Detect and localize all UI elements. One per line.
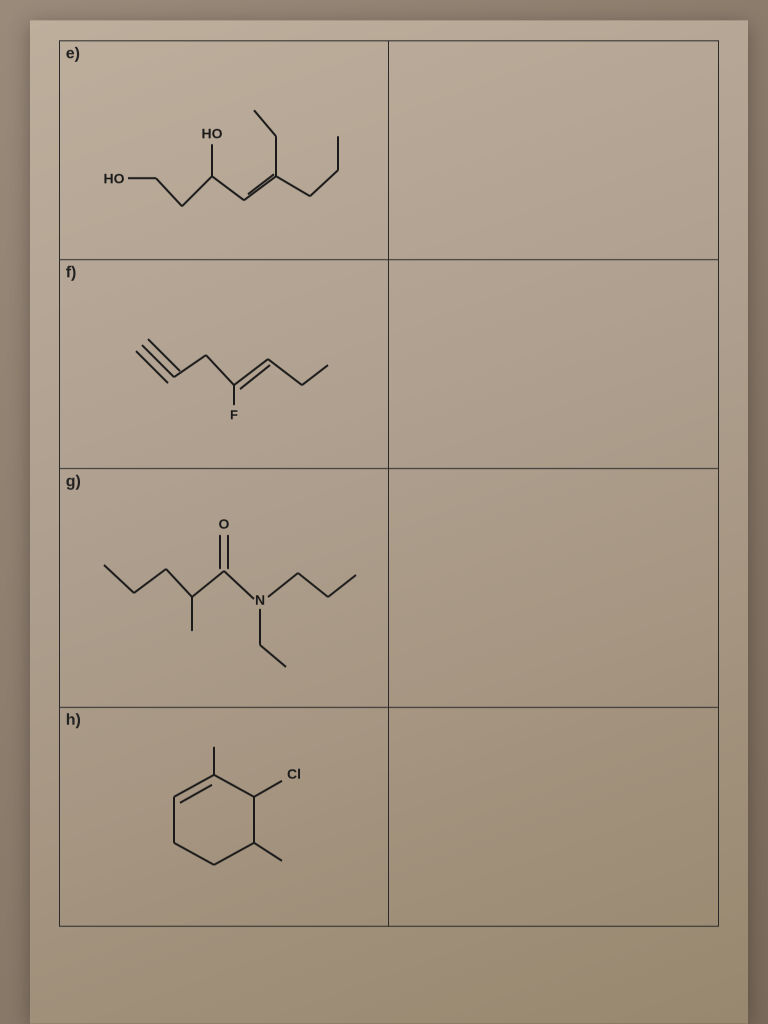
molecule-e-svg: HO HO — [94, 78, 354, 238]
molecule-e: HO HO — [66, 63, 383, 252]
molecule-h-svg: Cl — [124, 734, 324, 914]
table-row: g) O — [59, 469, 719, 708]
row-label-e: e) — [66, 45, 383, 63]
molecule-f: F — [66, 282, 383, 462]
row-label-f: f) — [66, 264, 383, 282]
molecule-h: Cl — [66, 730, 383, 919]
atom-ho-left: HO — [104, 170, 125, 186]
atom-n: N — [255, 591, 265, 607]
cell-h-left: h) — [59, 707, 389, 926]
worksheet-page: e) HO HO — [30, 20, 748, 1023]
table-row: f) F — [59, 260, 719, 469]
row-label-h: h) — [66, 712, 383, 730]
cell-g-right — [389, 469, 719, 708]
cell-h-right — [389, 707, 719, 926]
atom-ho-top: HO — [202, 125, 223, 141]
atom-f: F — [230, 407, 238, 422]
molecule-g-svg: O N — [84, 505, 364, 685]
molecule-f-svg: F — [114, 307, 334, 437]
atom-cl: Cl — [287, 765, 301, 781]
row-label-g: g) — [66, 473, 383, 491]
cell-g-left: g) O — [59, 469, 389, 708]
cell-e-right — [389, 41, 719, 260]
atom-o: O — [219, 516, 230, 532]
table-row: h) — [59, 707, 719, 926]
molecule-g: O N — [66, 491, 383, 698]
cell-e-left: e) HO HO — [59, 41, 389, 260]
table-row: e) HO HO — [59, 41, 719, 260]
cell-f-right — [389, 260, 719, 469]
worksheet-table: e) HO HO — [59, 40, 720, 926]
cell-f-left: f) F — [59, 260, 389, 469]
